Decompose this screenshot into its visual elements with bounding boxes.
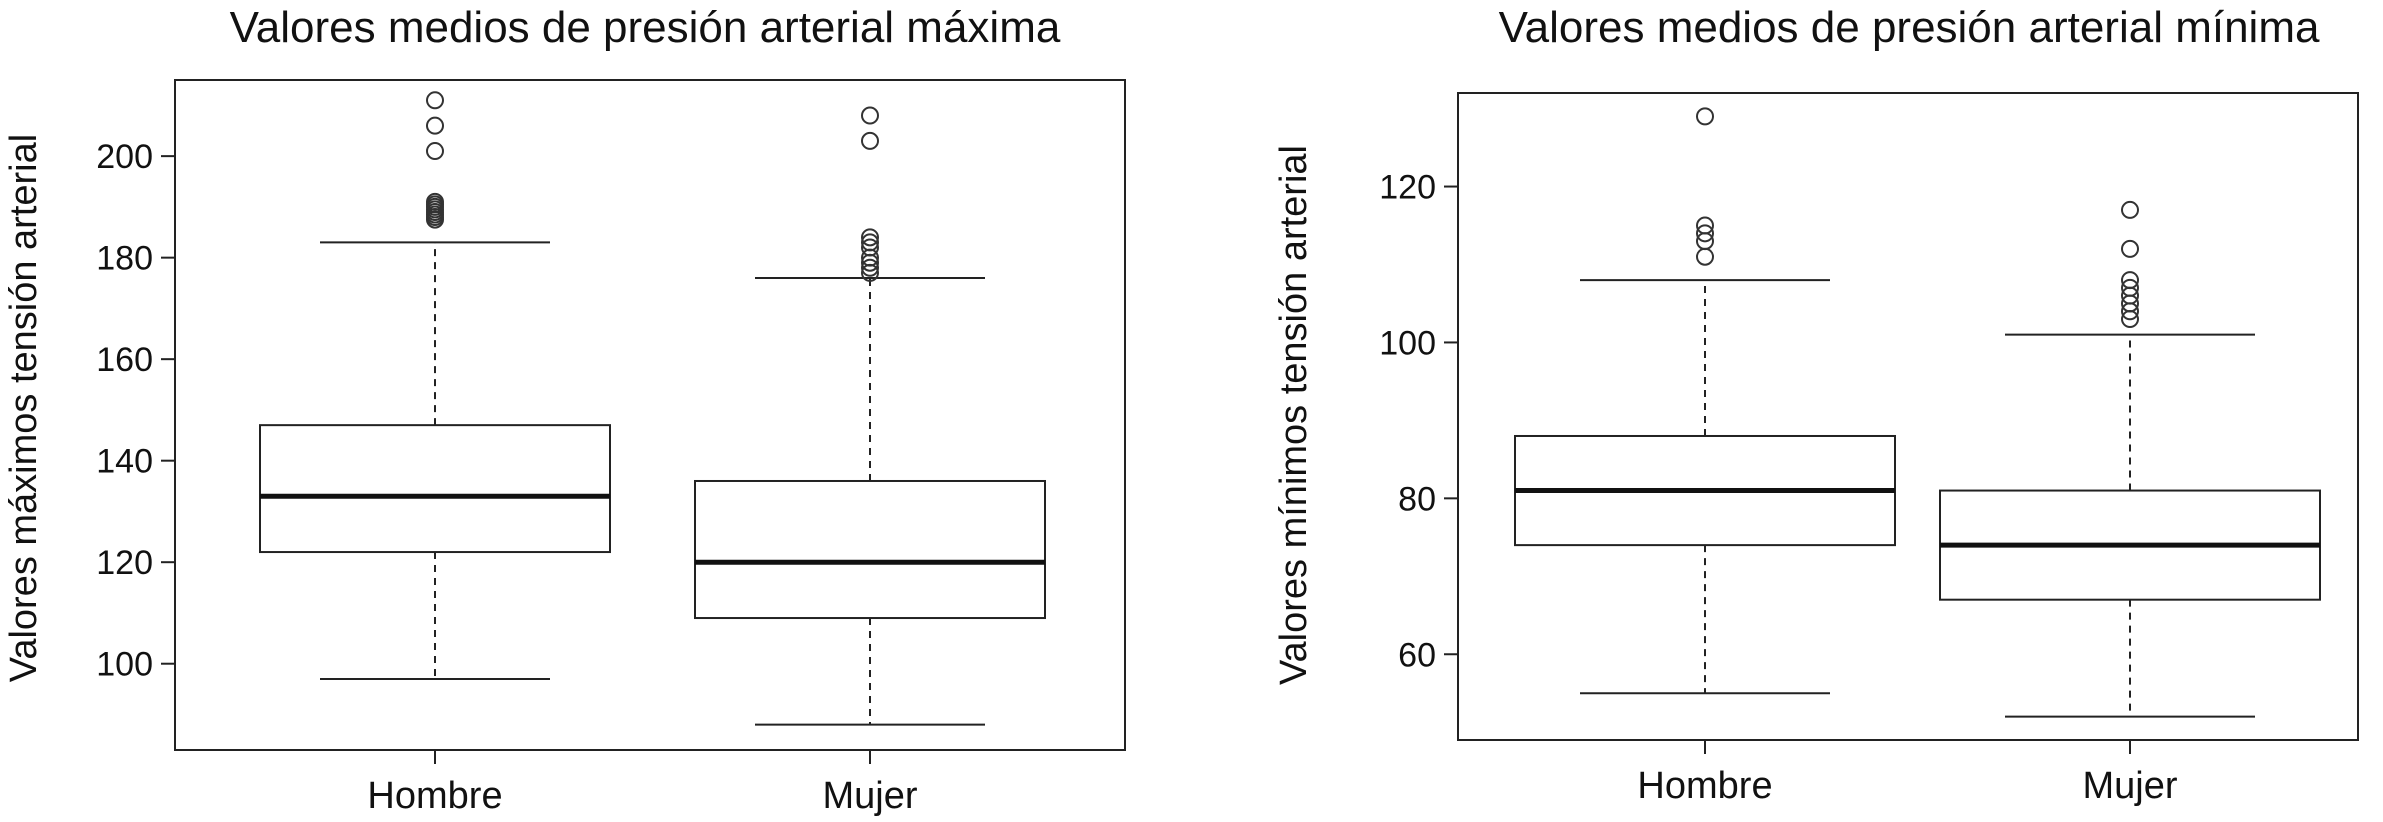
- plot-area: 60 80 100 120 Hombre Mujer: [1379, 107, 2321, 807]
- y-tick-label: 200: [96, 138, 153, 176]
- y-tick-label: 120: [1379, 169, 1436, 207]
- outlier-point: [426, 91, 444, 110]
- y-tick-label: 100: [1379, 324, 1436, 362]
- box-hombre: [1514, 107, 1896, 695]
- outlier-point: [2121, 271, 2139, 290]
- outlier-point: [861, 233, 879, 252]
- box-hombre: [259, 91, 611, 680]
- x-tick-label: Mujer: [2082, 765, 2177, 807]
- chart-title: Valores medios de presión arterial mínim…: [1499, 3, 2320, 52]
- outlier-point: [861, 228, 879, 247]
- outlier-point: [861, 131, 879, 150]
- y-tick-label: 60: [1398, 636, 1436, 674]
- y-tick-label: 140: [96, 443, 153, 481]
- outlier-point: [2121, 239, 2139, 258]
- box-mujer: [694, 106, 1046, 726]
- y-tick-label: 160: [96, 341, 153, 379]
- outlier-point: [2121, 200, 2139, 219]
- interquartile-box: [694, 479, 1046, 620]
- plot-frame: [174, 79, 1126, 751]
- y-tick-label: 120: [96, 544, 153, 582]
- outlier-point: [1696, 247, 1714, 266]
- box-mujer: [1939, 200, 2321, 718]
- interquartile-box: [259, 424, 611, 554]
- outlier-point: [426, 142, 444, 161]
- x-tick-label: Mujer: [822, 775, 917, 817]
- outlier-point: [1696, 216, 1714, 235]
- outlier-point: [1696, 107, 1714, 126]
- outlier-point: [426, 116, 444, 135]
- outlier-point: [2121, 278, 2139, 297]
- outlier-point: [1696, 224, 1714, 243]
- y-tick-label: 100: [96, 646, 153, 684]
- y-tick-label: 80: [1398, 480, 1436, 518]
- plot-area: 100 120 140 160 180 200 Hombre Mujer: [96, 91, 1046, 817]
- plot-frame: [1457, 92, 2359, 741]
- y-tick-label: 180: [96, 240, 153, 278]
- chart-presion-maxima: Valores medios de presión arterial máxim…: [3, 3, 1126, 817]
- outlier-point: [861, 106, 879, 125]
- outlier-point: [861, 238, 879, 257]
- chart-presion-minima: Valores medios de presión arterial mínim…: [1273, 3, 2359, 807]
- chart-title: Valores medios de presión arterial máxim…: [230, 3, 1061, 52]
- x-tick-label: Hombre: [367, 775, 502, 817]
- y-axis-label: Valores máximos tensión arterial: [3, 134, 45, 682]
- outlier-point: [426, 192, 444, 211]
- y-axis-label: Valores mínimos tensión arterial: [1273, 145, 1315, 685]
- outlier-point: [861, 258, 879, 277]
- x-tick-label: Hombre: [1637, 765, 1772, 807]
